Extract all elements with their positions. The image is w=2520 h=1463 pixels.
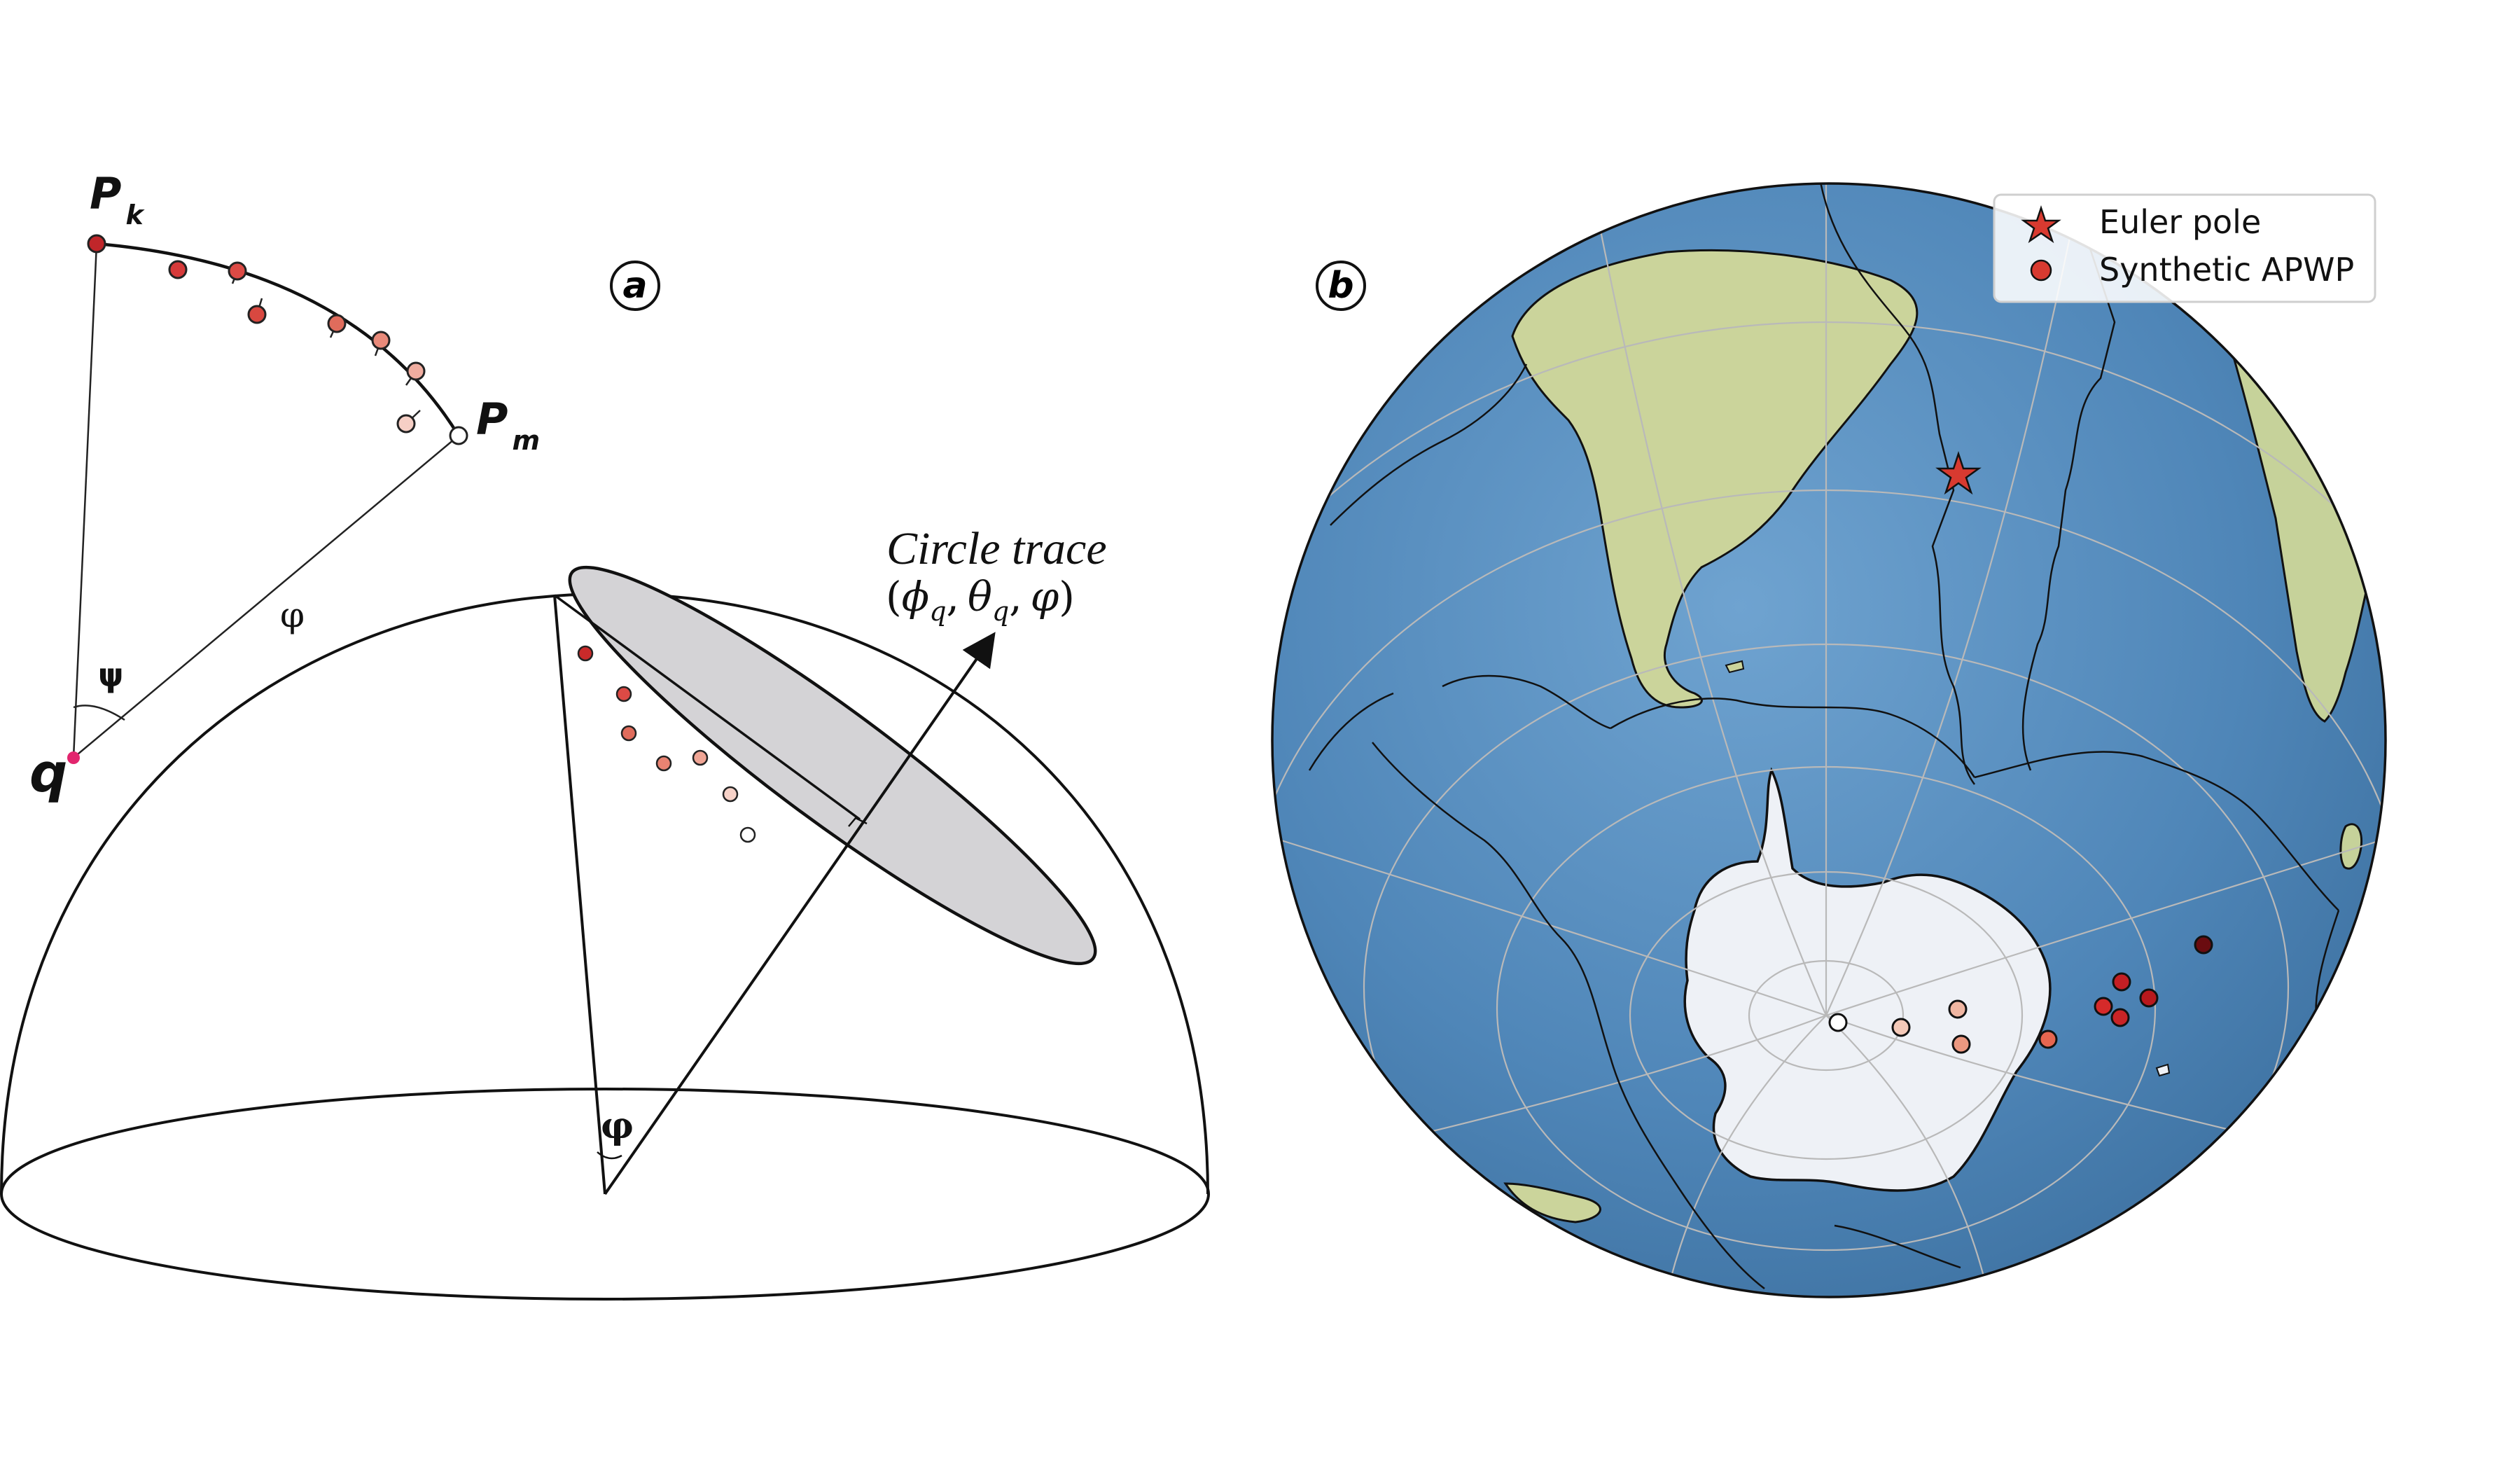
apwp-marker <box>247 305 267 324</box>
legend-item-euler-pole: Euler pole <box>2099 203 2261 241</box>
cap-marker <box>577 645 594 662</box>
legend-star-icon <box>2021 205 2061 244</box>
land-south-america <box>1511 249 1919 709</box>
cap-markers <box>577 645 756 843</box>
hemisphere-base <box>0 1088 1210 1301</box>
radius-qm <box>73 435 459 758</box>
apwp-point <box>1828 1013 1848 1032</box>
circle-trace-cap <box>568 565 1097 966</box>
radius-qk <box>72 243 98 758</box>
legend-item-synthetic-apwp: Synthetic APWP <box>2099 251 2354 289</box>
apwp-point <box>2110 1008 2130 1027</box>
apwp-point <box>2038 1029 2058 1049</box>
panel-b: b <box>1271 182 2387 1298</box>
panel-a-label: a <box>610 261 660 311</box>
cap-marker <box>655 755 672 772</box>
legend-box <box>1993 193 2376 303</box>
legend: Euler pole Synthetic APWP <box>1993 193 2376 303</box>
land-kerguelen <box>2155 1063 2171 1077</box>
apwp-point <box>2112 972 2131 992</box>
apwp-point <box>2139 988 2159 1008</box>
arc-pk-pm <box>96 242 460 437</box>
land-falklands <box>1725 660 1745 674</box>
land-antarctica <box>1683 767 2052 1192</box>
apwp-point <box>2194 935 2213 955</box>
apwp-marker <box>327 314 347 333</box>
pole-axis-arrow <box>604 632 996 1195</box>
label-psi: ψ <box>98 656 124 694</box>
cap-marker <box>692 749 709 766</box>
label-q: q <box>29 742 67 804</box>
label-varphi: φ <box>280 595 305 635</box>
cap-marker <box>722 786 739 803</box>
cap-marker <box>620 725 637 742</box>
label-varphi-cone: φ <box>601 1104 634 1147</box>
point-pk-marker <box>87 234 106 254</box>
globe-outline <box>1271 182 2387 1298</box>
panel-a-label-text: a <box>622 265 647 307</box>
circle-trace-title: Circle trace <box>886 523 1107 574</box>
angle-varphi-arc <box>597 1151 622 1160</box>
land-australia <box>1503 1182 1601 1223</box>
globe <box>1271 182 2387 1298</box>
cap-radius-line <box>553 594 861 821</box>
cone-edge-line <box>553 595 606 1195</box>
apwp-marker <box>406 361 426 381</box>
apwp-marker <box>168 260 188 279</box>
cap-marker <box>739 826 756 843</box>
circle-trace-formula: (ϕq, θq, φ) <box>886 573 1075 627</box>
panel-b-label: b <box>1316 261 1366 311</box>
legend-circle-icon <box>2030 259 2052 282</box>
graticule <box>1272 183 2386 1297</box>
land-madagascar <box>2339 823 2363 870</box>
globe-ocean <box>1272 183 2386 1297</box>
apwp-point <box>2094 997 2113 1016</box>
angle-psi-arc <box>73 705 125 721</box>
arc-markers <box>67 234 468 764</box>
apwp-point <box>1948 999 1968 1019</box>
point-pm-marker <box>449 426 468 445</box>
apwp-point <box>1951 1034 1971 1054</box>
apwp-points <box>1828 935 2213 1054</box>
point-q-marker <box>67 751 80 764</box>
apwp-marker <box>371 331 391 350</box>
cap-marker <box>615 686 632 702</box>
panel-b-label-text: b <box>1328 265 1353 307</box>
apwp-point <box>1891 1018 1911 1037</box>
apwp-marker <box>396 414 416 434</box>
euler-pole-marker <box>1935 451 1982 495</box>
apwp-marker <box>228 261 247 281</box>
